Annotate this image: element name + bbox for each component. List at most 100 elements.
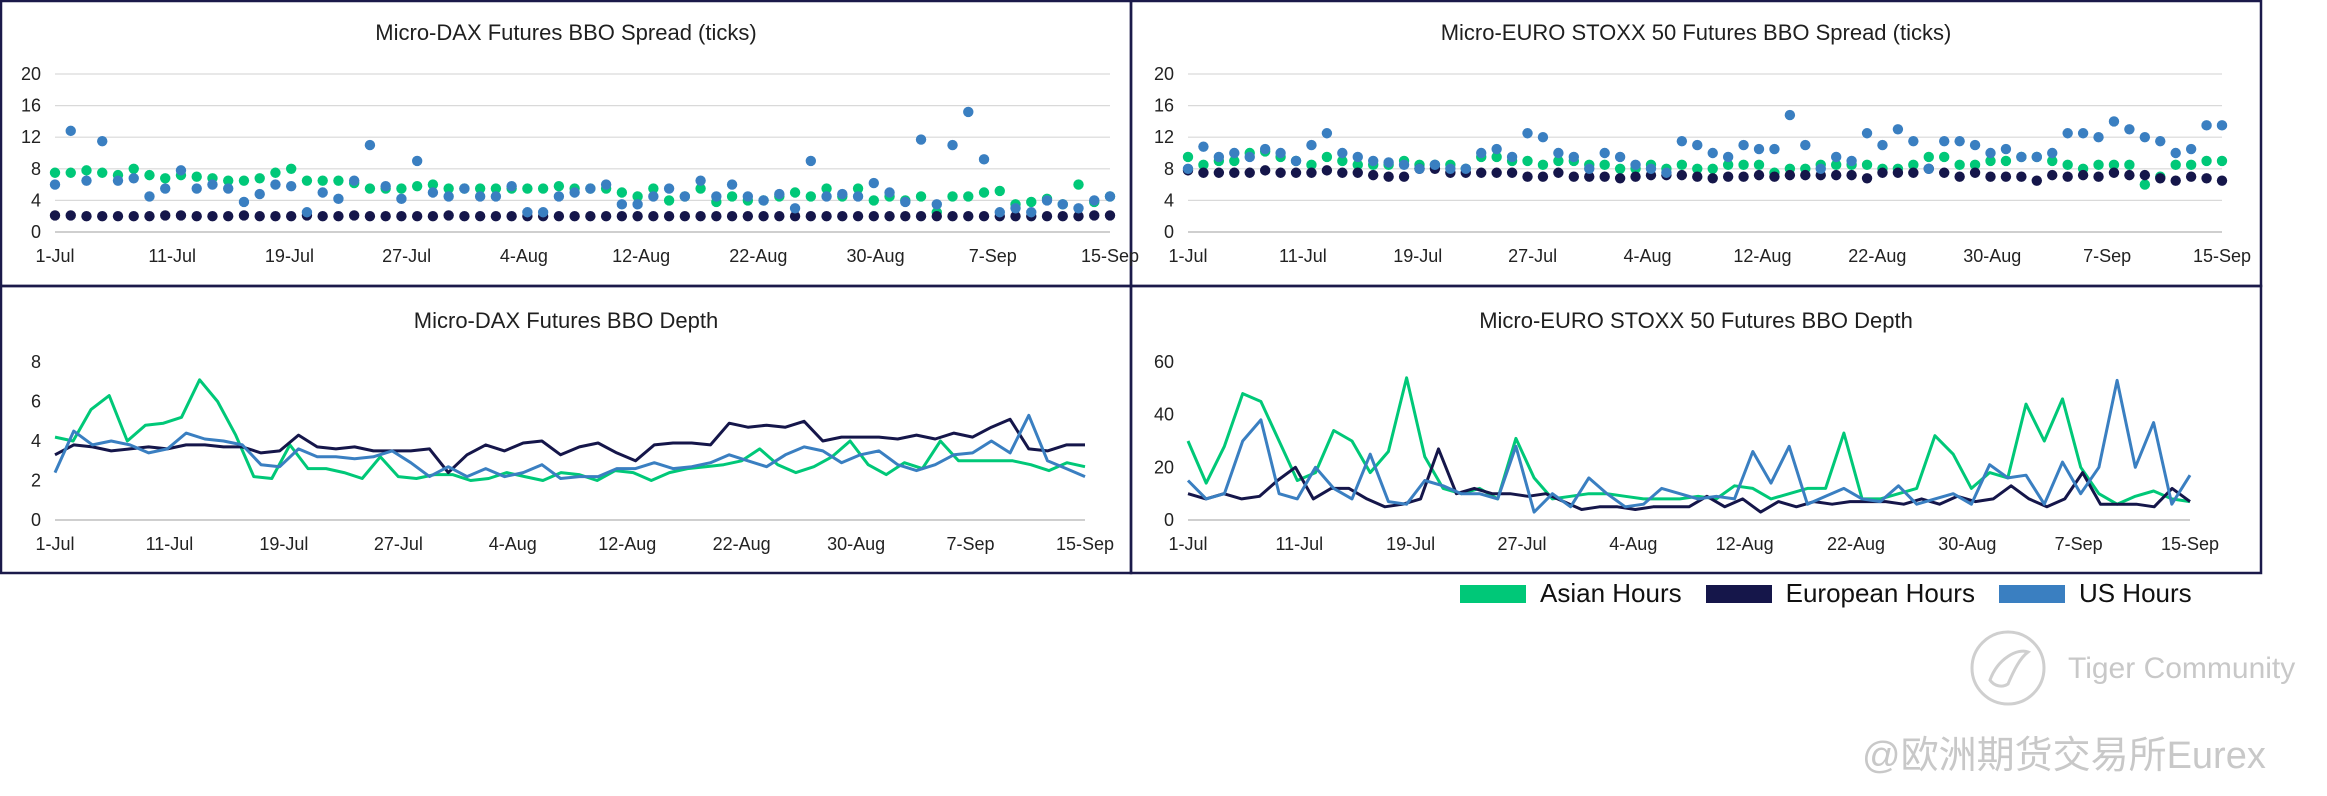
data-point-us (238, 196, 250, 208)
data-point-european (1676, 169, 1688, 181)
data-point-european (1089, 210, 1100, 221)
data-point-us (2124, 124, 2135, 135)
data-point-us (2000, 143, 2012, 155)
y-tick-label: 8 (31, 352, 41, 372)
y-tick-label: 0 (31, 510, 41, 530)
data-point-asian (915, 191, 927, 202)
data-point-us (805, 155, 817, 167)
data-point-us (1954, 135, 1965, 147)
data-point-us (333, 193, 344, 205)
data-point-asian (285, 163, 297, 174)
y-tick-label: 0 (1164, 510, 1174, 530)
data-point-us (317, 187, 328, 198)
data-point-european (789, 211, 801, 222)
data-point-european (2139, 169, 2151, 181)
x-tick-label: 7-Sep (2083, 246, 2131, 266)
data-point-us (128, 173, 139, 184)
data-point-european (2155, 173, 2166, 184)
y-tick-label: 12 (21, 127, 41, 147)
data-point-us (569, 187, 580, 198)
legend-item-us: US Hours (1998, 578, 2192, 609)
data-point-asian (868, 195, 880, 206)
data-point-european (1800, 169, 1811, 181)
data-point-us (947, 139, 958, 151)
data-point-us (254, 188, 265, 200)
data-point-european (333, 211, 344, 222)
chart-title-estx-spread: Micro-EURO STOXX 50 Futures BBO Spread (… (1441, 20, 1952, 45)
data-point-us (852, 191, 864, 202)
data-point-us (1398, 159, 1410, 171)
data-point-asian (1939, 151, 1950, 163)
y-tick-label: 16 (21, 96, 41, 116)
data-point-us (1352, 151, 1363, 163)
data-point-european (616, 211, 628, 222)
data-point-european (427, 211, 439, 222)
data-point-european (65, 210, 76, 221)
data-point-asian (978, 187, 990, 198)
data-point-asian (1722, 159, 1734, 171)
data-point-us (459, 183, 470, 194)
data-point-european (207, 211, 218, 222)
x-tick-label: 19-Jul (259, 534, 308, 554)
data-point-us (1661, 167, 1672, 178)
y-tick-label: 60 (1154, 352, 1174, 372)
y-tick-label: 0 (31, 222, 41, 242)
data-point-asian (144, 169, 155, 181)
data-point-european (1985, 171, 1996, 182)
data-point-us (1198, 141, 1209, 152)
data-point-asian (443, 183, 454, 194)
data-point-us (742, 191, 754, 202)
data-point-us (868, 177, 880, 189)
legend-label-asian: Asian Hours (1540, 578, 1682, 608)
data-point-european (1041, 211, 1053, 222)
data-point-asian (1553, 155, 1564, 167)
data-point-us (112, 175, 124, 186)
data-point-us (1089, 195, 1100, 206)
data-point-european (112, 211, 124, 222)
y-tick-label: 4 (31, 431, 41, 451)
data-point-us (1229, 147, 1240, 159)
data-point-asian (1229, 155, 1240, 167)
data-point-asian (537, 183, 549, 194)
data-point-us (2031, 151, 2043, 163)
data-point-asian (1026, 196, 1037, 208)
data-point-european (1599, 171, 1610, 182)
data-point-us (1830, 151, 1842, 163)
data-point-us (1414, 163, 1425, 174)
data-point-european (1830, 169, 1842, 181)
data-point-us (900, 196, 911, 208)
data-point-european (1692, 171, 1703, 182)
data-point-us (1337, 147, 1348, 159)
data-point-asian (223, 175, 234, 186)
x-tick-label: 19-Jul (1393, 246, 1442, 266)
chart-title-estx-depth: Micro-EURO STOXX 50 Futures BBO Depth (1479, 308, 1913, 333)
watermark-account-text: @欧洲期货交易所Eurex (1862, 735, 2266, 777)
series-line-european (54, 417, 1085, 475)
data-point-us (1939, 135, 1950, 147)
y-tick-label: 4 (31, 190, 41, 210)
data-point-us (963, 106, 974, 118)
data-point-us (1290, 155, 1302, 167)
data-point-european (1383, 171, 1394, 182)
data-point-us (1275, 147, 1286, 159)
x-tick-label: 11-Jul (146, 534, 194, 554)
data-point-us (1784, 109, 1796, 121)
data-point-european (585, 211, 596, 222)
data-point-us (1769, 143, 1780, 155)
data-point-us (616, 199, 628, 210)
data-point-asian (364, 183, 376, 194)
legend-swatch-european (1705, 584, 1772, 603)
plot-dax-depth: 0 2 4 6 8 1-Jul 11-Jul 19-Jul 27-Jul 4-Aug 12-Aug 2… (31, 352, 1114, 554)
data-point-us (1753, 143, 1765, 155)
data-point-european (1306, 167, 1317, 178)
data-point-european (1969, 167, 1981, 178)
data-point-european (915, 211, 927, 222)
data-point-european (758, 211, 769, 222)
data-point-european (679, 211, 691, 222)
data-point-european (175, 210, 187, 221)
y-tick-label: 2 (31, 471, 41, 491)
data-point-european (600, 211, 612, 222)
data-point-us (348, 175, 360, 186)
data-point-european (2185, 171, 2197, 182)
data-point-european (223, 211, 234, 222)
